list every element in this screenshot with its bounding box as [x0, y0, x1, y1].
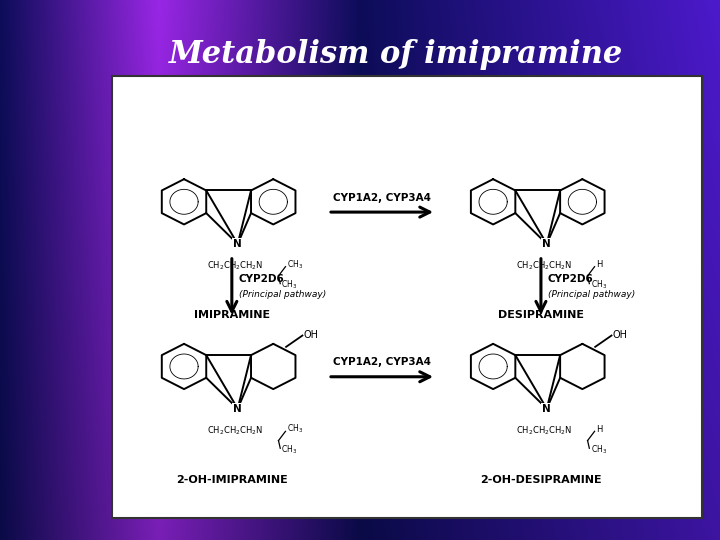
Text: IMIPRAMINE: IMIPRAMINE	[194, 310, 270, 320]
Text: Metabolism of imipramine: Metabolism of imipramine	[169, 38, 623, 70]
Text: CH$_3$: CH$_3$	[282, 443, 297, 456]
Text: CH$_3$: CH$_3$	[590, 279, 607, 292]
Text: N: N	[233, 404, 242, 414]
Text: CH$_3$: CH$_3$	[287, 258, 303, 271]
Text: CYP1A2, CYP3A4: CYP1A2, CYP3A4	[333, 193, 431, 203]
Text: (Principal pathway): (Principal pathway)	[548, 290, 635, 299]
Text: DESIPRAMINE: DESIPRAMINE	[498, 310, 584, 320]
Text: CH$_3$: CH$_3$	[287, 423, 303, 435]
Text: 2-OH-IMIPRAMINE: 2-OH-IMIPRAMINE	[176, 475, 288, 484]
Text: N: N	[542, 239, 551, 249]
Text: CYP1A2, CYP3A4: CYP1A2, CYP3A4	[333, 357, 431, 368]
Text: CYP2D6: CYP2D6	[239, 274, 284, 284]
Text: CH$_3$: CH$_3$	[282, 279, 297, 292]
Text: N: N	[233, 239, 242, 249]
Text: H: H	[596, 425, 603, 434]
Text: CH$_2$CH$_2$CH$_2$N: CH$_2$CH$_2$CH$_2$N	[516, 259, 572, 272]
Bar	[112, 76, 702, 518]
Text: CH$_3$: CH$_3$	[590, 443, 607, 456]
Text: H: H	[596, 260, 603, 269]
Text: CH$_2$CH$_2$CH$_2$N: CH$_2$CH$_2$CH$_2$N	[516, 424, 572, 437]
Text: (Principal pathway): (Principal pathway)	[239, 290, 326, 299]
Text: 2-OH-DESIPRAMINE: 2-OH-DESIPRAMINE	[480, 475, 602, 484]
Text: OH: OH	[613, 329, 628, 340]
Text: OH: OH	[304, 329, 318, 340]
Text: CH$_2$CH$_2$CH$_2$N: CH$_2$CH$_2$CH$_2$N	[207, 424, 263, 437]
Text: CH$_2$CH$_2$CH$_2$N: CH$_2$CH$_2$CH$_2$N	[207, 259, 263, 272]
Text: N: N	[542, 404, 551, 414]
Text: CYP2D6: CYP2D6	[548, 274, 594, 284]
